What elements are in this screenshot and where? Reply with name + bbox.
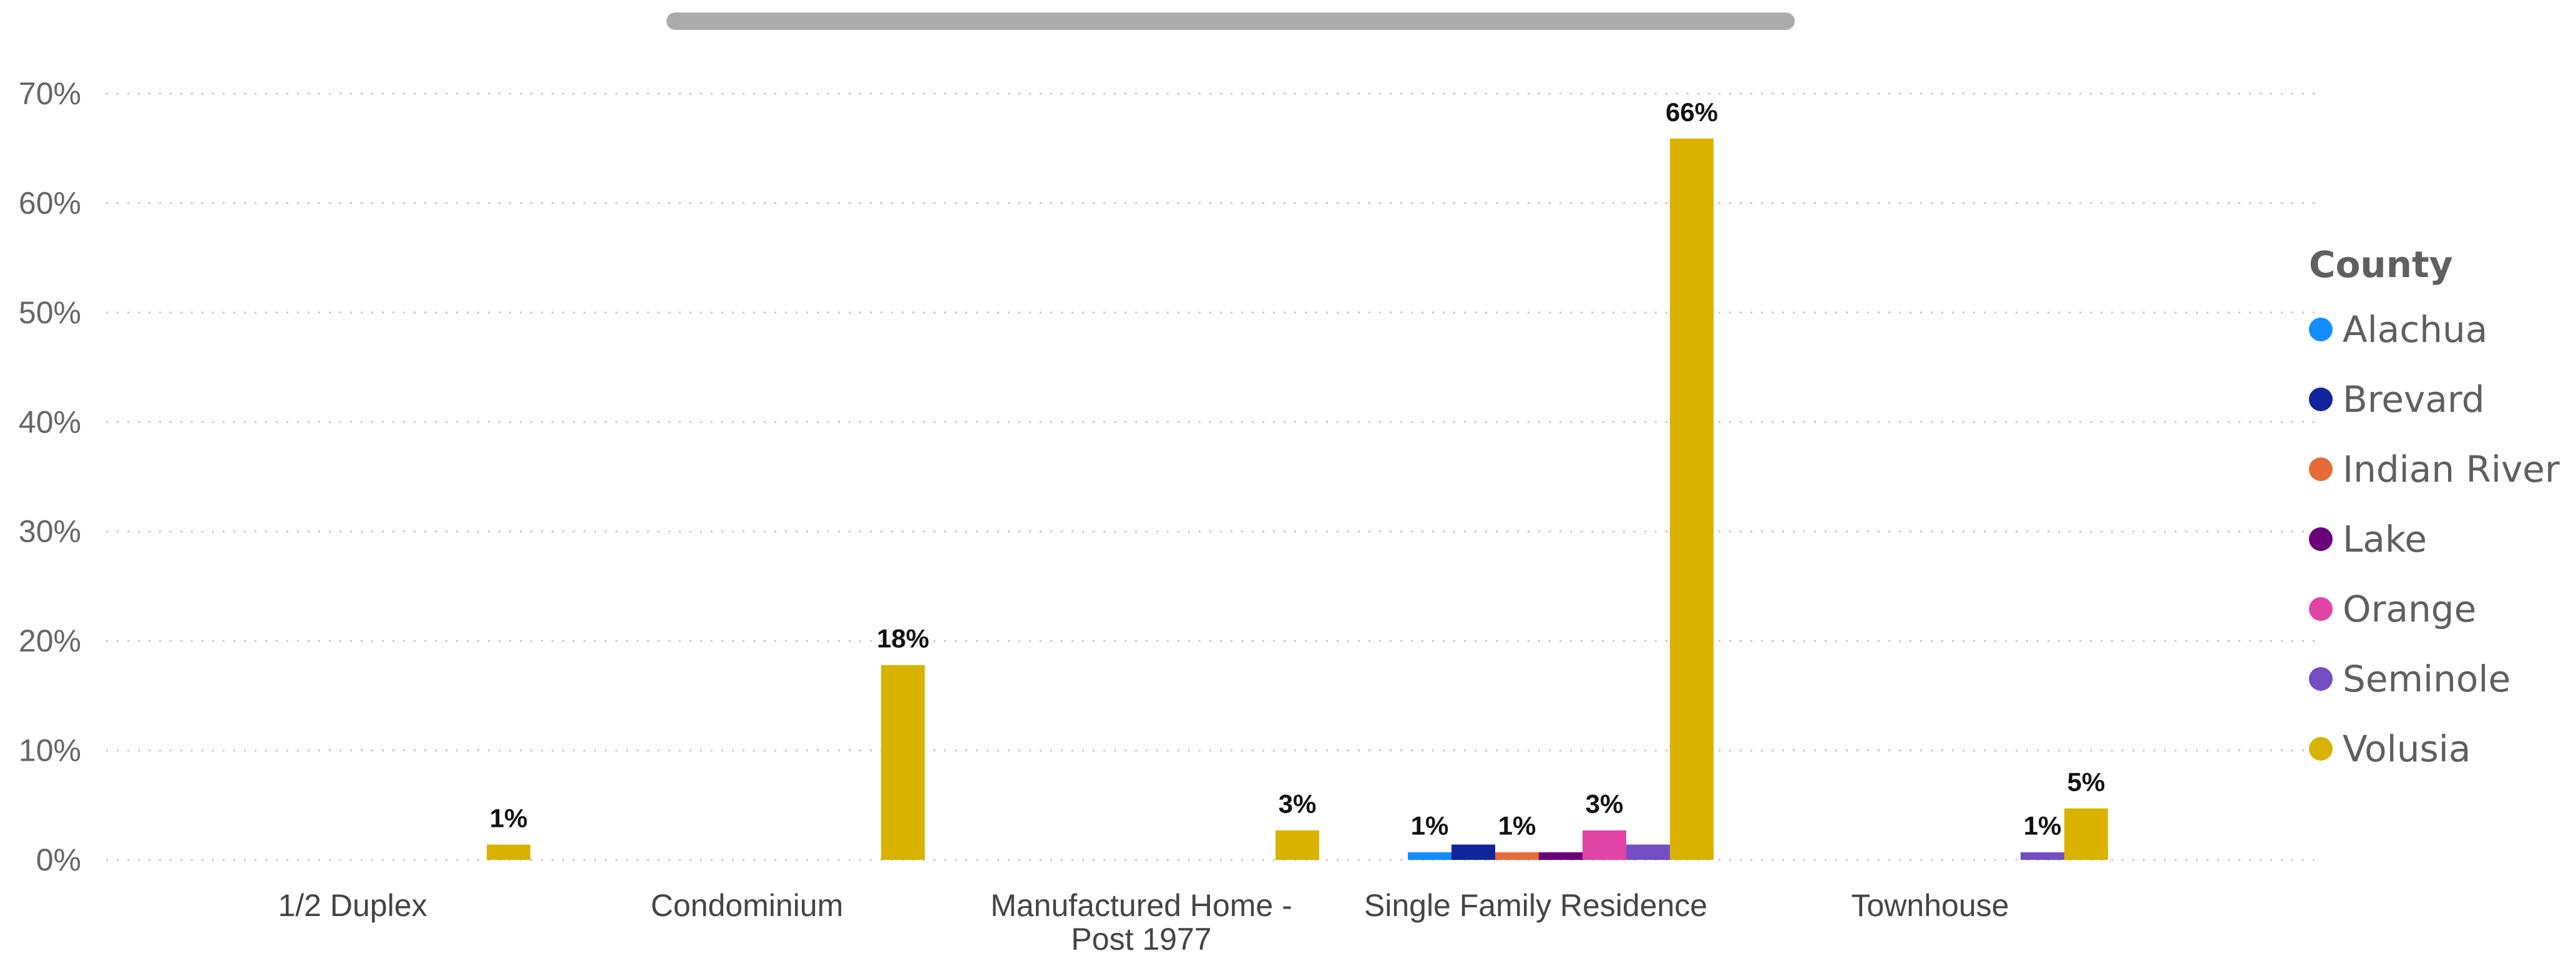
data-label: 1% [1498,811,1536,841]
x-category-label: Post 1977 [1071,922,1211,956]
legend-label: Volusia [2343,728,2471,770]
y-tick-label: 70% [19,76,81,111]
bar-seminole[interactable] [2021,852,2064,860]
gridlines [106,92,2315,861]
x-category-label: 1/2 Duplex [278,888,427,923]
x-category-label: Single Family Residence [1364,888,1707,923]
legend-item[interactable]: Brevard [2309,364,2571,434]
legend-label: Orange [2343,588,2477,630]
x-axis-categories: 1/2 Duplex Condominium Manufactured Home -… [278,888,2009,956]
data-labels: 1%18%3%1% 1%3%66%1%5% [490,97,2105,841]
data-label: 1% [1411,811,1449,841]
bar-volusia[interactable] [1670,138,1714,860]
legend-item[interactable]: Volusia [2309,714,2571,784]
bar-volusia[interactable] [2064,808,2108,860]
data-label: 3% [1586,789,1624,819]
data-label: 1% [2024,811,2062,841]
y-tick-label: 50% [19,295,81,330]
y-tick-label: 10% [19,733,81,768]
legend-item[interactable]: Seminole [2309,644,2571,714]
legend-item[interactable]: Lake [2309,504,2571,574]
legend-item[interactable]: Orange [2309,574,2571,644]
data-label: 3% [1279,789,1317,819]
legend-label: Alachua [2343,308,2488,351]
x-category-label: Townhouse [1852,888,2009,923]
legend-swatch [2309,318,2333,341]
bar-brevard[interactable] [1451,844,1495,860]
legend-label: Seminole [2343,658,2511,700]
bar-volusia[interactable] [487,844,530,860]
legend-label: Indian River [2343,448,2560,490]
legend-swatch [2309,457,2333,481]
bar-alachua[interactable] [1408,852,1451,860]
y-tick-label: 30% [19,514,81,549]
legend-swatch [2309,597,2333,621]
y-tick-label: 0% [36,842,81,877]
legend-items: Alachua Brevard Indian River Lake Orange Semi… [2309,295,2571,784]
y-tick-label: 60% [19,185,81,220]
legend-title: County [2309,243,2453,286]
legend-item[interactable]: Alachua [2309,295,2571,364]
bar-volusia[interactable] [1276,830,1319,860]
legend-swatch [2309,737,2333,761]
legend-swatch [2309,388,2333,411]
data-label: 66% [1666,97,1718,127]
x-category-label: Manufactured Home - [990,888,1292,923]
legend-label: Brevard [2343,378,2485,421]
x-category-label: Condominium [651,888,843,923]
bar-orange[interactable] [1583,830,1626,860]
data-label: 5% [2067,768,2105,797]
legend-swatch [2309,527,2333,551]
y-tick-label: 20% [19,623,81,658]
bar-lake[interactable] [1539,852,1583,860]
legend-item[interactable]: Indian River [2309,434,2571,504]
bars [487,138,2108,860]
bar-indian-river[interactable] [1495,852,1539,860]
legend: County Alachua Brevard Indian River Lake Ora… [2309,243,2571,784]
data-label: 18% [877,624,929,653]
y-tick-label: 40% [19,404,81,439]
legend-swatch [2309,667,2333,691]
data-label: 1% [490,803,528,832]
bar-volusia[interactable] [881,665,925,860]
y-axis-ticks: 0% 10% 20% 30% 40% 50% 60% 70% [19,76,81,877]
bar-seminole[interactable] [1626,844,1670,860]
legend-label: Lake [2343,518,2427,560]
horizontal-scrollbar[interactable] [666,12,1795,30]
